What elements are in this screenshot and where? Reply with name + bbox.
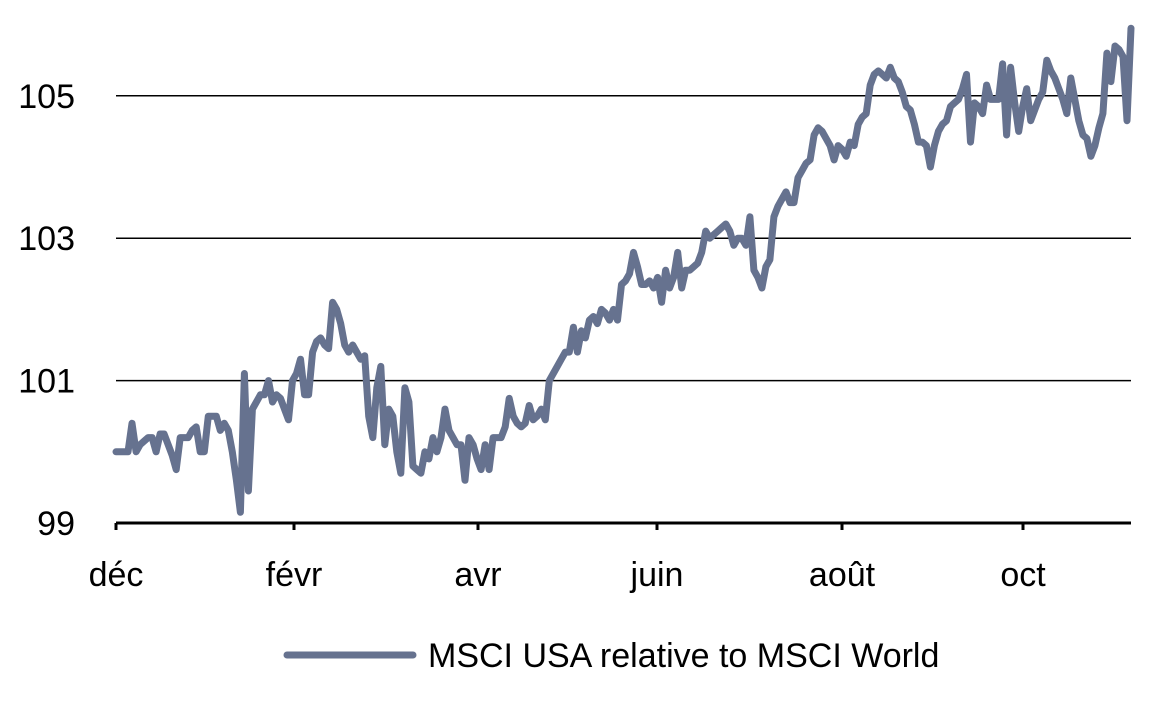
x-axis <box>114 521 1131 530</box>
x-tick-label: août <box>809 556 876 594</box>
y-axis-tick-labels: 99 101 103 105 <box>18 78 75 543</box>
x-tick-label: déc <box>89 556 144 594</box>
grid-lines <box>116 95 1131 382</box>
x-tick-label: juin <box>630 556 684 594</box>
x-tick-label: oct <box>1000 556 1046 594</box>
series-line <box>112 24 1135 516</box>
y-tick-label: 101 <box>18 363 75 401</box>
legend: MSCI USA relative to MSCI World <box>283 637 939 675</box>
x-tick-label: févr <box>266 556 323 594</box>
y-tick-label: 105 <box>18 78 75 116</box>
legend-label: MSCI USA relative to MSCI World <box>428 637 939 675</box>
series-lines <box>112 24 1135 516</box>
y-tick-label: 99 <box>37 505 75 543</box>
x-tick-label: avr <box>454 556 501 594</box>
x-axis-tick-labels: déc févr avr juin août oct <box>89 556 1047 594</box>
y-tick-label: 103 <box>18 220 75 258</box>
